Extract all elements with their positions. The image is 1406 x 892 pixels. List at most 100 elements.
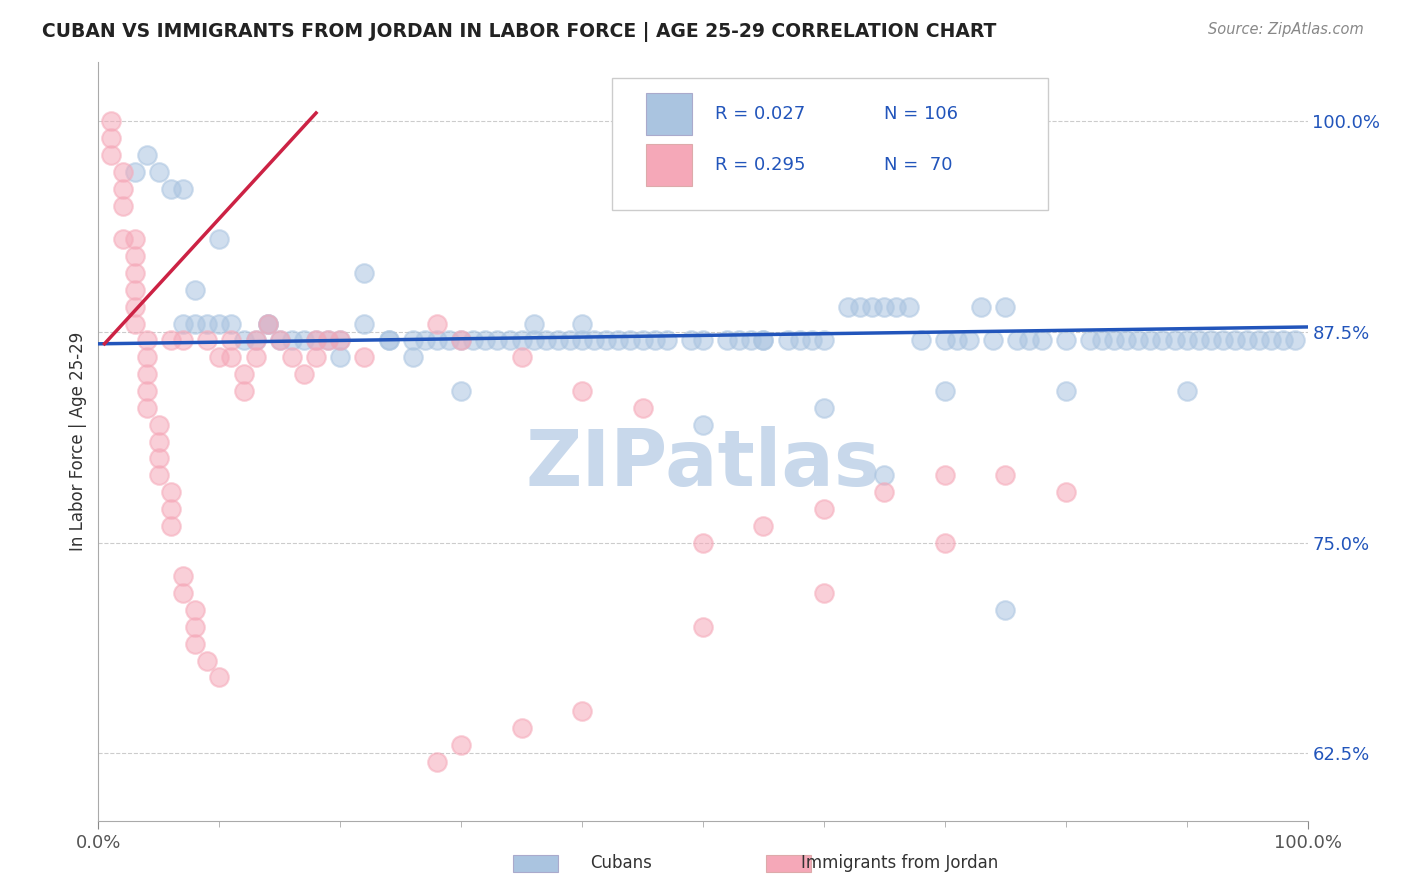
Point	[463, 334, 485, 348]
Point	[1260, 334, 1282, 348]
Point	[124, 283, 146, 297]
Point	[1007, 334, 1029, 348]
Point	[232, 367, 254, 381]
Point	[195, 654, 218, 668]
Text: N = 106: N = 106	[884, 105, 959, 123]
FancyBboxPatch shape	[613, 78, 1047, 211]
Point	[111, 182, 134, 196]
Point	[135, 148, 157, 162]
Point	[100, 114, 122, 128]
Point	[934, 334, 956, 348]
Point	[789, 334, 811, 348]
Point	[510, 334, 533, 348]
Point	[305, 334, 328, 348]
Point	[353, 351, 375, 365]
Point	[208, 317, 231, 331]
Point	[970, 300, 993, 314]
Point	[184, 620, 207, 634]
Point	[752, 334, 775, 348]
Point	[450, 334, 472, 348]
Point	[184, 283, 207, 297]
Point	[740, 334, 762, 348]
Point	[1139, 334, 1161, 348]
Point	[994, 300, 1017, 314]
Point	[111, 232, 134, 246]
Point	[994, 603, 1017, 617]
Point	[1284, 334, 1306, 348]
Point	[245, 334, 267, 348]
Point	[849, 300, 872, 314]
Point	[256, 317, 278, 331]
Text: R = 0.295: R = 0.295	[716, 156, 806, 174]
Point	[1018, 334, 1040, 348]
Point	[486, 334, 509, 348]
Point	[450, 384, 472, 398]
Point	[221, 351, 243, 365]
Point	[1236, 334, 1258, 348]
Point	[195, 334, 218, 348]
Point	[1054, 485, 1077, 500]
Point	[256, 317, 278, 331]
Point	[256, 317, 278, 331]
Point	[644, 334, 666, 348]
Point	[111, 165, 134, 179]
Point	[269, 334, 291, 348]
Point	[510, 721, 533, 735]
Point	[1163, 334, 1185, 348]
Text: CUBAN VS IMMIGRANTS FROM JORDAN IN LABOR FORCE | AGE 25-29 CORRELATION CHART: CUBAN VS IMMIGRANTS FROM JORDAN IN LABOR…	[42, 22, 997, 42]
Point	[135, 401, 157, 415]
Point	[1223, 334, 1246, 348]
Text: Cubans: Cubans	[591, 855, 652, 872]
Point	[316, 334, 339, 348]
Point	[1115, 334, 1137, 348]
Point	[583, 334, 606, 348]
Point	[292, 334, 315, 348]
Point	[934, 535, 956, 549]
Point	[305, 334, 328, 348]
Point	[558, 334, 581, 348]
Point	[426, 334, 449, 348]
Point	[353, 317, 375, 331]
Point	[776, 334, 799, 348]
Point	[329, 334, 352, 348]
Point	[245, 351, 267, 365]
Point	[160, 334, 183, 348]
Y-axis label: In Labor Force | Age 25-29: In Labor Force | Age 25-29	[69, 332, 87, 551]
Point	[172, 182, 194, 196]
Point	[752, 518, 775, 533]
Point	[377, 334, 399, 348]
Text: Immigrants from Jordan: Immigrants from Jordan	[801, 855, 998, 872]
Point	[292, 367, 315, 381]
Point	[692, 417, 714, 432]
Point	[631, 334, 654, 348]
Point	[679, 334, 702, 348]
Point	[571, 704, 593, 718]
Point	[619, 334, 641, 348]
Point	[135, 351, 157, 365]
Point	[232, 334, 254, 348]
Point	[692, 535, 714, 549]
Point	[692, 334, 714, 348]
Point	[1199, 334, 1222, 348]
Point	[934, 468, 956, 483]
Point	[160, 518, 183, 533]
Point	[1031, 334, 1053, 348]
Point	[100, 131, 122, 145]
Point	[1249, 334, 1271, 348]
Point	[124, 300, 146, 314]
Point	[873, 300, 896, 314]
Point	[655, 334, 678, 348]
Point	[148, 434, 170, 449]
Point	[474, 334, 496, 348]
Point	[837, 300, 859, 314]
Point	[1054, 384, 1077, 398]
Point	[160, 502, 183, 516]
Point	[571, 317, 593, 331]
Point	[160, 182, 183, 196]
Point	[316, 334, 339, 348]
Bar	[647, 144, 692, 186]
Point	[994, 468, 1017, 483]
Point	[148, 165, 170, 179]
Point	[1078, 334, 1101, 348]
Point	[208, 670, 231, 684]
